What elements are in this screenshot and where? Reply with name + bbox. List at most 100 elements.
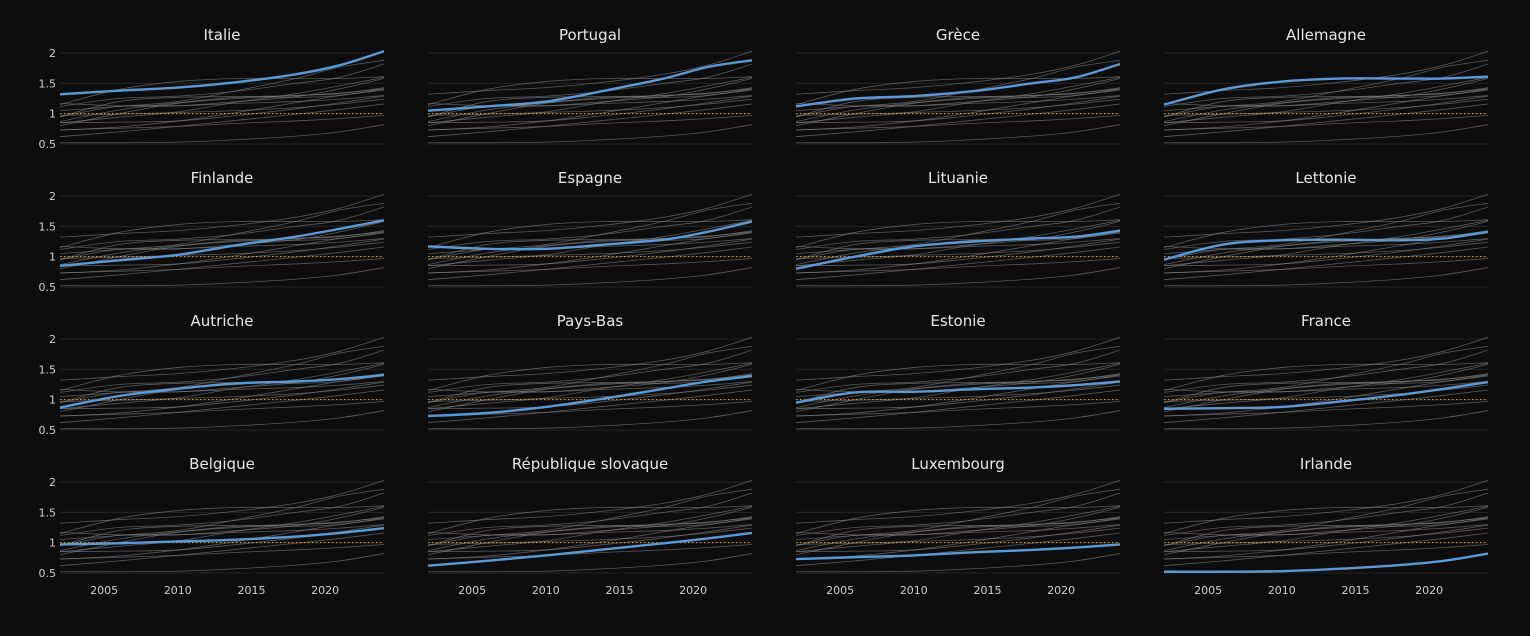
panel-luxembourg: Luxembourg 2005 2010 2015 2020	[795, 455, 1121, 597]
panel-estonie: Estonie	[795, 312, 1121, 431]
context-line	[1163, 524, 1489, 547]
context-line	[427, 246, 753, 281]
context-line	[59, 524, 385, 553]
context-line	[427, 267, 753, 287]
context-line	[795, 76, 1121, 124]
y-tick-label: 1	[49, 394, 56, 407]
context-line	[795, 518, 1121, 560]
context-line	[427, 384, 753, 402]
context-line	[59, 384, 385, 402]
context-line	[59, 505, 385, 534]
panel-title: Espagne	[558, 169, 622, 187]
y-tick-label: 1.5	[39, 506, 57, 519]
context-line	[427, 336, 753, 381]
context-line	[427, 98, 753, 116]
context-line	[1163, 238, 1489, 267]
y-tick-label: 2	[49, 190, 56, 203]
panel-title: Luxembourg	[911, 455, 1005, 473]
context-line	[795, 517, 1121, 551]
highlight-line	[795, 62, 1121, 108]
x-tick-label: 2005	[826, 584, 854, 597]
context-line	[1163, 532, 1489, 567]
highlight-line	[795, 380, 1121, 404]
context-line	[1163, 103, 1489, 138]
panel-title: Autriche	[191, 312, 254, 330]
context-line	[427, 492, 753, 536]
context-line	[427, 505, 753, 534]
context-line	[1163, 374, 1489, 408]
context-line	[795, 362, 1121, 410]
context-line	[427, 50, 753, 95]
context-line	[1163, 375, 1489, 417]
context-line	[795, 98, 1121, 116]
context-line	[59, 95, 385, 124]
highlight-line	[427, 374, 753, 418]
context-line	[427, 381, 753, 404]
highlight-line	[1163, 552, 1489, 574]
context-line	[1163, 527, 1489, 545]
context-line	[795, 95, 1121, 124]
context-line	[795, 516, 1121, 556]
x-tick-label: 2005	[1194, 584, 1222, 597]
panel-title: Lettonie	[1295, 169, 1356, 187]
y-tick-label: 1	[49, 251, 56, 264]
context-line	[427, 124, 753, 144]
context-line	[427, 516, 753, 556]
panel-title: Belgique	[189, 455, 255, 473]
context-line	[795, 89, 1121, 131]
context-line	[427, 89, 753, 131]
panel-title: Irlande	[1300, 455, 1352, 473]
context-line	[795, 95, 1121, 118]
highlight-line	[59, 50, 385, 96]
context-line	[59, 76, 385, 105]
context-line	[795, 246, 1121, 281]
context-line	[427, 63, 753, 107]
context-line	[795, 238, 1121, 261]
context-line	[795, 553, 1121, 573]
context-line	[59, 479, 385, 524]
context-line	[59, 532, 385, 567]
context-line	[795, 221, 1121, 250]
context-line	[795, 479, 1121, 524]
context-line	[427, 374, 753, 408]
context-line	[1163, 219, 1489, 248]
context-line	[427, 373, 753, 413]
context-line	[795, 124, 1121, 144]
context-line	[427, 103, 753, 138]
context-line	[1163, 76, 1489, 124]
y-tick-label: 1	[49, 537, 56, 550]
context-line	[1163, 87, 1489, 127]
panel-title: Pays-Bas	[557, 312, 624, 330]
context-line	[1163, 401, 1489, 417]
context-line	[795, 375, 1121, 417]
panel-lituanie: Lituanie	[795, 169, 1121, 288]
context-line	[795, 381, 1121, 410]
context-line	[1163, 219, 1489, 267]
context-line	[427, 410, 753, 430]
x-tick-label: 2020	[1415, 584, 1443, 597]
context-line	[59, 78, 385, 107]
context-line	[59, 206, 385, 250]
context-line	[427, 553, 753, 573]
context-line	[427, 231, 753, 265]
context-line	[427, 241, 753, 259]
context-line	[427, 76, 753, 105]
context-line	[59, 336, 385, 381]
context-line	[795, 524, 1121, 547]
context-line	[1163, 78, 1489, 107]
highlight-line	[795, 543, 1121, 561]
panel-irlande: Irlande 2005 2010 2015 2020	[1163, 455, 1489, 597]
context-line	[427, 349, 753, 393]
context-line	[795, 267, 1121, 287]
panel-title: Finlande	[191, 169, 254, 187]
panel-lettonie: Lettonie	[1163, 169, 1489, 288]
context-line	[427, 238, 753, 267]
context-line	[59, 76, 385, 124]
context-line	[59, 553, 385, 573]
context-line	[795, 492, 1121, 536]
context-line	[1163, 507, 1489, 536]
panel-autriche: Autriche 0.5 1 1.5 2	[39, 312, 385, 437]
context-line	[59, 492, 385, 536]
x-tick-label: 2015	[237, 584, 265, 597]
